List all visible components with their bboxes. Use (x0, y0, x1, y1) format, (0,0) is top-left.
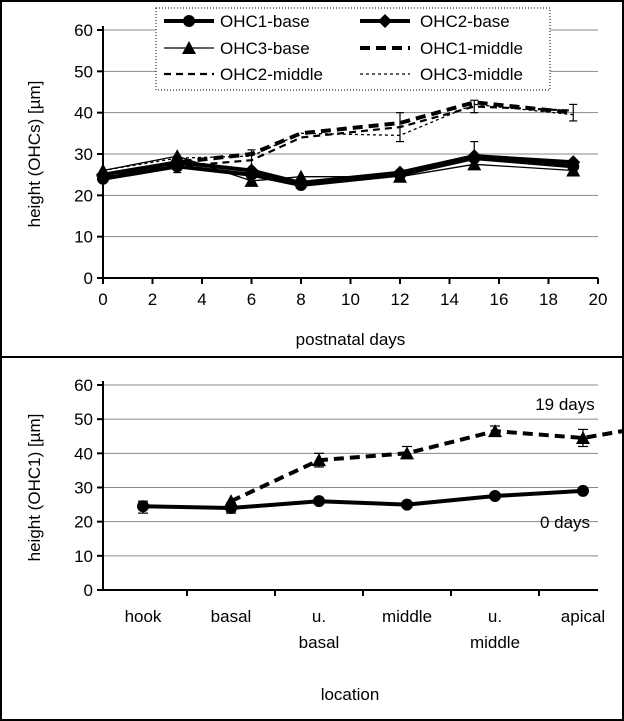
legend-marker-ohc2-base (378, 14, 392, 28)
top-x-axis-label: postnatal days (296, 330, 406, 349)
top-x-tick-label: 4 (197, 290, 206, 309)
top-y-tick-label: 50 (74, 62, 93, 81)
top-y-tick-label: 10 (74, 228, 93, 247)
top-x-tick-label: 12 (391, 290, 410, 309)
bottom-y-tick-label: 20 (74, 513, 93, 532)
top-legend: OHC1-base OHC2-base OHC3-base OHC1-middle OH… (155, 7, 551, 91)
bottom-x-category-label: apical (561, 607, 605, 626)
top-y-tick-label: 30 (74, 145, 93, 164)
top-axes: 0 10 20 30 40 50 60 0 2 4 6 8 10 12 14 16 18 20 (74, 21, 607, 309)
bottom-y-tick-label: 40 (74, 444, 93, 463)
top-y-tick-label: 0 (84, 269, 93, 288)
data-point-0-days (313, 495, 325, 508)
bottom-x-category-label: basal (299, 633, 340, 652)
series-label-0-days: 0 days (540, 513, 590, 532)
top-x-tick-label: 16 (490, 290, 509, 309)
panel-top-chart: 0 10 20 30 40 50 60 0 2 4 6 8 10 12 14 16 18 20 height (O… (25, 7, 607, 349)
bottom-y-tick-label: 0 (84, 581, 93, 600)
legend-box (155, 7, 551, 91)
top-x-tick-label: 8 (296, 290, 305, 309)
bottom-x-category-label: middle (470, 633, 520, 652)
legend-label-ohc3-middle: OHC3-middle (420, 65, 523, 84)
bottom-x-axis-label: location (321, 685, 380, 704)
top-x-tick-label: 18 (539, 290, 558, 309)
legend-label-ohc1-base: OHC1-base (220, 12, 310, 31)
top-x-tick-label: 14 (440, 290, 459, 309)
bottom-x-category-label: basal (211, 607, 252, 626)
top-x-tick-label: 6 (247, 290, 256, 309)
data-point-0-days (401, 498, 413, 511)
data-point-0-days (489, 490, 501, 503)
top-y-tick-label: 20 (74, 186, 93, 205)
top-y-tick-label: 40 (74, 104, 93, 123)
top-x-tick-label: 20 (589, 290, 608, 309)
top-y-tick-label: 60 (74, 21, 93, 40)
bottom-series-lines (137, 424, 624, 514)
bottom-x-category-label: middle (382, 607, 432, 626)
panel-bottom-chart: 0 10 20 30 40 50 60 hook basal u. basal middle u. mid… (25, 376, 624, 704)
legend-marker-ohc3-base (182, 41, 196, 54)
series-line-0-days (142, 488, 584, 510)
data-point-ohc3-base (393, 169, 407, 183)
top-x-tick-label: 10 (341, 290, 360, 309)
series-line-ohc3-middle (102, 103, 574, 172)
legend-label-ohc1-middle: OHC1-middle (420, 39, 523, 58)
bottom-y-tick-label: 30 (74, 479, 93, 498)
bottom-x-category-label: u. (312, 607, 326, 626)
bottom-gridlines (103, 384, 598, 557)
bottom-y-tick-label: 60 (74, 376, 93, 395)
top-x-tick-label: 2 (148, 290, 157, 309)
legend-label-ohc2-base: OHC2-base (420, 12, 510, 31)
top-x-tick-label: 0 (98, 290, 107, 309)
data-point-ohc2-base (566, 155, 581, 170)
legend-label-ohc2-middle: OHC2-middle (220, 65, 323, 84)
bottom-y-axis-label: height (OHC1) [µm] (25, 414, 44, 562)
bottom-x-category-label: u. (488, 607, 502, 626)
bottom-x-category-label: hook (125, 607, 162, 626)
legend-marker-ohc1-base (183, 15, 195, 27)
series-label-19-days: 19 days (535, 395, 595, 414)
data-point-0-days (577, 484, 589, 497)
bottom-axes: 0 10 20 30 40 50 60 hook basal u. basal middle u. mid… (74, 376, 605, 652)
series-line-19-days (230, 428, 624, 504)
top-y-axis-label: height (OHCs) [µm] (25, 81, 44, 228)
bottom-y-tick-label: 10 (74, 547, 93, 566)
data-point-ohc3-base (294, 169, 308, 183)
data-point-ohc3-base (566, 163, 581, 177)
bottom-y-tick-label: 50 (74, 410, 93, 429)
legend-label-ohc3-base: OHC3-base (220, 39, 310, 58)
